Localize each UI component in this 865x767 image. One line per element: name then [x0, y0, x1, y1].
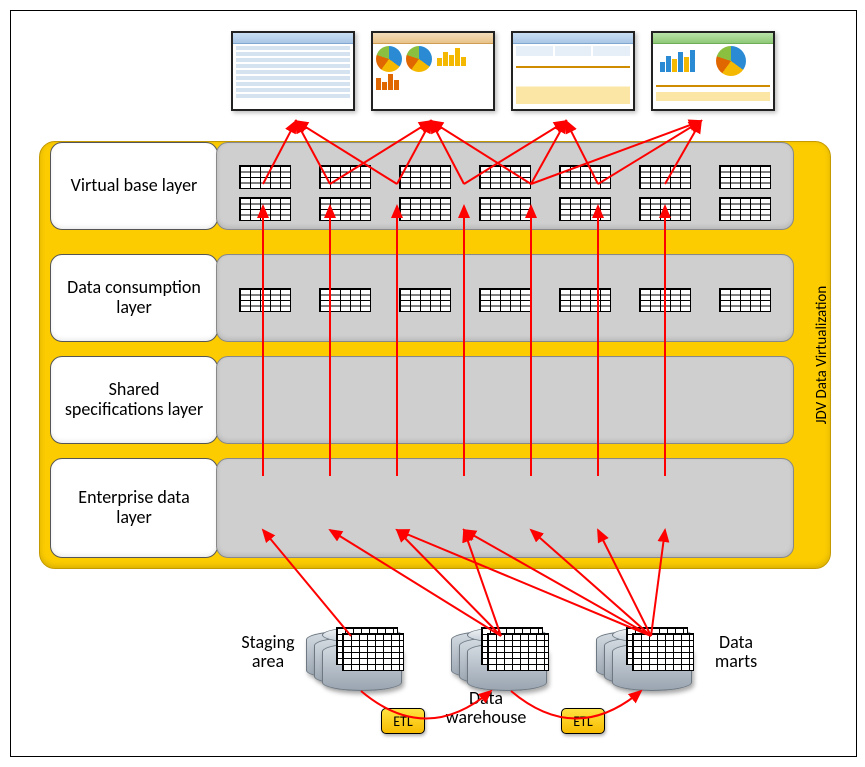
virtualization-container: JDV Data Virtualization Data consumption…: [39, 141, 831, 569]
layer-virtual-base: Virtual base layer: [50, 142, 794, 230]
grid-row: [239, 197, 771, 219]
table-icon: [639, 288, 691, 312]
table-icon: [479, 165, 531, 189]
table-icon: [559, 288, 611, 312]
table-icon: [559, 197, 611, 221]
layer-band: [216, 356, 794, 444]
layer-label: Virtual base layer: [50, 142, 218, 230]
table-icon: [239, 197, 291, 221]
container-title: JDV Data Virtualization: [810, 198, 834, 512]
dashboard-report: [231, 31, 355, 111]
table-icon: [479, 288, 531, 312]
source-warehouse: [451, 631, 539, 687]
marts-label: Data marts: [701, 633, 771, 671]
source-staging: [306, 631, 394, 687]
layer-band: [216, 458, 794, 558]
etl-badge: ETL: [381, 708, 425, 734]
layer-label: Shared specifications layer: [50, 356, 218, 444]
source-marts: [596, 631, 684, 687]
table-icon: [239, 165, 291, 189]
table-icon: [239, 288, 291, 312]
layer-shared-spec: Shared specifications layer: [50, 356, 794, 444]
table-icon: [719, 288, 771, 312]
layer-label: Data consumption layer: [50, 254, 218, 342]
table-icon: [319, 197, 371, 221]
layer-label: Enterprise data layer: [50, 458, 218, 558]
table-icon: [479, 197, 531, 221]
table-icon: [639, 165, 691, 189]
grid-row: [239, 288, 771, 310]
layer-consumption: Data consumption layer: [50, 254, 794, 342]
table-icon: [559, 165, 611, 189]
table-icon: [319, 288, 371, 312]
dashboard-charts: [651, 31, 775, 111]
staging-label: Staging area: [231, 633, 305, 671]
dashboard-multi: [371, 31, 495, 111]
layer-band: [216, 142, 794, 230]
table-icon: [719, 197, 771, 221]
table-icon: [399, 197, 451, 221]
diagram-frame: JDV Data Virtualization Data consumption…: [10, 10, 857, 757]
layer-enterprise: Enterprise data layer: [50, 458, 794, 558]
table-icon: [319, 165, 371, 189]
etl-badge: ETL: [561, 708, 605, 734]
table-icon: [639, 197, 691, 221]
dashboard-line: [511, 31, 635, 111]
layer-band: [216, 254, 794, 342]
table-icon: [399, 288, 451, 312]
table-icon: [719, 165, 771, 189]
warehouse-label: Data warehouse: [431, 689, 541, 727]
table-icon: [399, 165, 451, 189]
grid-row: [239, 165, 771, 187]
